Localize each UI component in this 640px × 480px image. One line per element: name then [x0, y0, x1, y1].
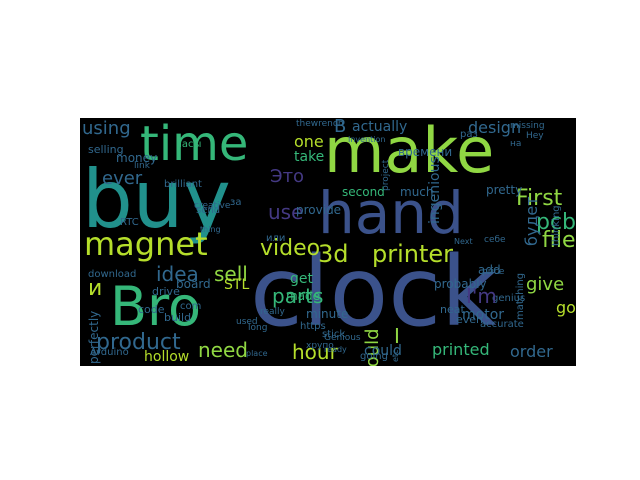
word-51: accurate — [480, 319, 524, 330]
word-53: matching — [515, 272, 526, 320]
word-59: I — [394, 324, 400, 348]
word-96: ready — [324, 345, 347, 354]
word-42: minute — [306, 307, 349, 321]
word-12: product — [96, 330, 181, 355]
word-7: 3d — [318, 240, 349, 268]
word-95: etc — [391, 349, 400, 362]
word-92: project — [381, 159, 391, 191]
word-97: place — [246, 349, 268, 358]
word-13: video — [260, 236, 321, 261]
word-55: money — [116, 151, 158, 165]
word-41: made — [286, 289, 321, 303]
word-47: probably — [434, 277, 487, 291]
word-11: file — [542, 228, 576, 253]
word-78: really — [260, 307, 285, 317]
word-81: price — [482, 267, 505, 277]
word-74: brilliant — [164, 179, 202, 190]
word-0: buy — [82, 153, 231, 246]
word-90: missing — [510, 121, 545, 131]
word-19: use — [268, 200, 304, 224]
word-45: hollow — [144, 349, 190, 365]
word-32: go — [556, 298, 576, 317]
word-1: hand — [318, 179, 464, 247]
word-44: take — [294, 149, 325, 165]
word-36: much — [400, 185, 434, 199]
word-38: board — [176, 277, 211, 291]
word-17: need — [198, 338, 248, 362]
word-22: actually — [352, 119, 408, 135]
word-72: stick — [322, 329, 346, 340]
word-93: thing — [200, 225, 221, 234]
word-18: hour — [292, 340, 338, 364]
word-6: magnet — [84, 225, 208, 263]
word-23: design — [468, 118, 522, 137]
word-64: https — [300, 321, 326, 332]
word-79: used — [236, 317, 258, 327]
word-65: или — [266, 233, 286, 244]
word-37: pretty — [486, 183, 523, 197]
word-80: long — [248, 323, 268, 333]
word-57: perfectly — [87, 310, 101, 364]
word-24: one — [294, 132, 324, 151]
word-75: RTC — [120, 217, 139, 228]
word-76: link — [134, 161, 150, 171]
word-89: Next — [454, 237, 473, 246]
word-52: genius — [492, 293, 526, 304]
word-48: add — [478, 263, 501, 277]
word-87: Invention — [348, 135, 386, 144]
word-25: Это — [270, 166, 305, 187]
word-16: parts — [272, 284, 324, 308]
word-71: going — [360, 351, 388, 362]
word-cloud-canvas: buy hand clock make time Bro magnet 3d printer Fi… — [80, 118, 576, 366]
word-46: Arduino — [90, 347, 129, 358]
word-77: Genious — [324, 333, 361, 343]
word-54: thinking — [551, 205, 562, 246]
word-70: com — [180, 301, 202, 312]
word-88: creative — [194, 201, 231, 211]
word-85: за — [230, 197, 242, 208]
word-83: Hey — [526, 131, 544, 141]
word-66: download — [88, 269, 137, 280]
word-35: second — [342, 185, 385, 199]
word-39: STL — [224, 277, 250, 293]
word-58: и — [88, 276, 103, 301]
word-84: на — [510, 139, 522, 149]
word-86: thewrench — [296, 119, 344, 129]
word-82: себе — [484, 235, 506, 245]
word-9: First — [516, 186, 563, 211]
word-63: времени — [398, 145, 453, 159]
word-21: ever — [102, 168, 143, 189]
word-33: будет — [522, 196, 541, 246]
word-2: clock — [250, 236, 497, 348]
word-94: раз — [460, 129, 478, 140]
word-67: drive — [152, 285, 180, 298]
word-14: sell — [214, 262, 248, 286]
word-43: provide — [296, 203, 342, 217]
word-8: printer — [372, 240, 454, 268]
word-69: build — [164, 311, 192, 324]
word-27: give — [526, 274, 565, 295]
word-4: time — [140, 118, 249, 172]
word-91: хрупо — [306, 341, 334, 351]
word-61: В — [334, 118, 347, 137]
word-62: часы — [176, 139, 202, 150]
word-68: code — [138, 303, 165, 316]
word-49: neat — [440, 303, 465, 316]
word-73: send — [196, 205, 221, 216]
word-56: selling — [88, 143, 124, 156]
word-40: get — [290, 271, 313, 287]
word-10: pcb — [536, 210, 576, 235]
word-3: make — [324, 118, 495, 187]
word-28: order — [510, 342, 553, 361]
word-29: printed — [432, 340, 490, 359]
word-15: idea — [156, 262, 199, 286]
word-5: Bro — [110, 275, 202, 338]
word-31: motor — [462, 307, 505, 323]
word-60: I'm — [466, 284, 497, 308]
word-50: even — [456, 313, 484, 326]
word-30: could — [364, 343, 402, 359]
word-20: using — [82, 118, 131, 139]
